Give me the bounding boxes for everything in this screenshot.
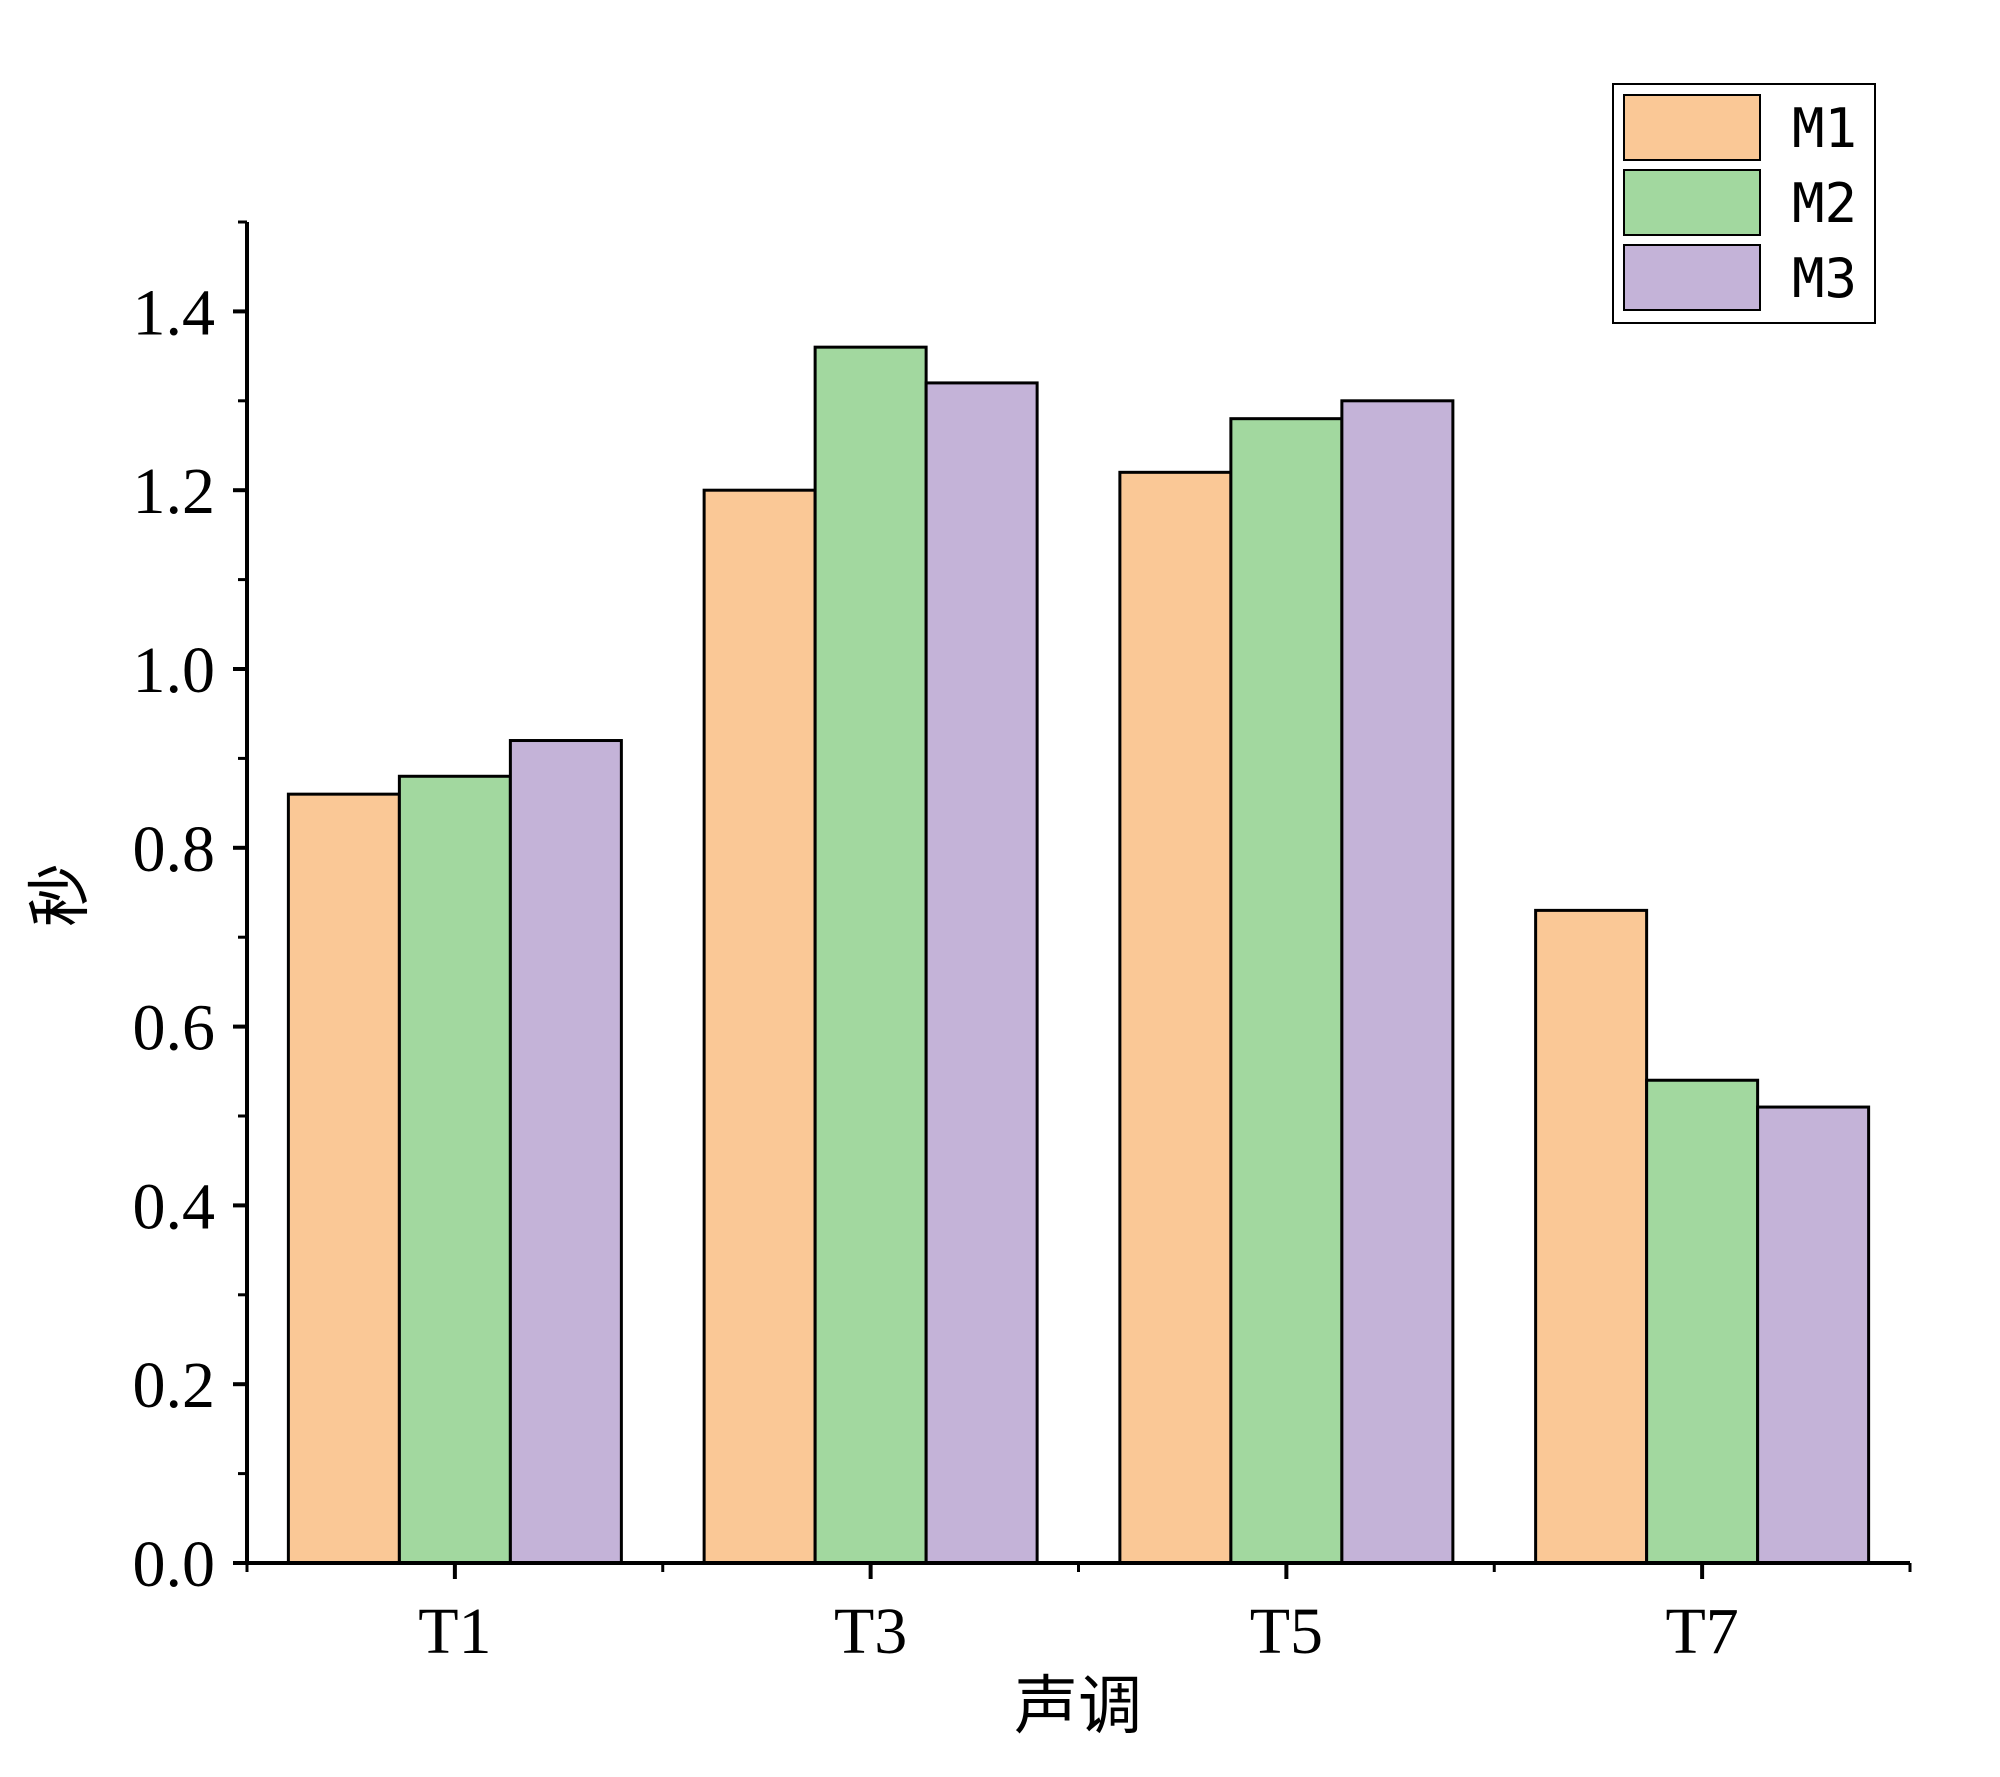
legend-label-m3: M3 bbox=[1792, 247, 1857, 310]
y-tick-label: 0.2 bbox=[133, 1349, 216, 1422]
y-tick-label: 1.4 bbox=[133, 276, 216, 349]
y-tick-label: 1.0 bbox=[133, 634, 216, 707]
bars-group bbox=[286, 345, 1871, 1565]
bar-m1-t3 bbox=[702, 488, 817, 1565]
bar-m2-t3 bbox=[813, 345, 928, 1565]
legend-label-m1: M1 bbox=[1792, 97, 1857, 160]
bar-m3-t3 bbox=[924, 381, 1039, 1565]
y-tick-label: 0.6 bbox=[133, 992, 216, 1065]
legend-swatch-m2 bbox=[1623, 169, 1761, 236]
y-tick-label: 0.8 bbox=[133, 813, 216, 886]
x-axis-title: 声调 bbox=[1014, 1670, 1142, 1744]
x-tick-label: T3 bbox=[834, 1595, 907, 1668]
x-tick-label: T1 bbox=[418, 1595, 491, 1668]
legend: M1 M2 M3 bbox=[1612, 83, 1876, 324]
legend-swatch-m1 bbox=[1623, 94, 1761, 161]
bar-m1-t7 bbox=[1534, 908, 1649, 1565]
y-tick-label: 1.2 bbox=[133, 455, 216, 528]
x-ticks-group: T1 T3 T5 T7 bbox=[245, 1563, 1912, 1668]
bar-m3-t1 bbox=[508, 739, 623, 1565]
bar-m2-t1 bbox=[397, 774, 512, 1565]
x-tick-label: T5 bbox=[1250, 1595, 1323, 1668]
bar-m1-t5 bbox=[1118, 470, 1233, 1565]
bar-m2-t5 bbox=[1229, 417, 1344, 1565]
y-tick-label: 0.4 bbox=[133, 1170, 216, 1243]
bar-m2-t7 bbox=[1645, 1078, 1760, 1565]
bar-m1-t1 bbox=[286, 792, 401, 1565]
bar-m3-t7 bbox=[1756, 1105, 1871, 1565]
legend-swatch-m3 bbox=[1623, 244, 1761, 311]
y-tick-label: 0.0 bbox=[133, 1528, 216, 1601]
x-tick-label: T7 bbox=[1665, 1595, 1738, 1668]
y-axis-title: 秒 bbox=[24, 863, 98, 927]
legend-label-m2: M2 bbox=[1792, 172, 1857, 235]
bar-m3-t5 bbox=[1340, 399, 1455, 1565]
y-ticks-group: 0.0 0.2 0.4 0.6 0.8 1.0 1.2 1.4 bbox=[133, 220, 247, 1601]
